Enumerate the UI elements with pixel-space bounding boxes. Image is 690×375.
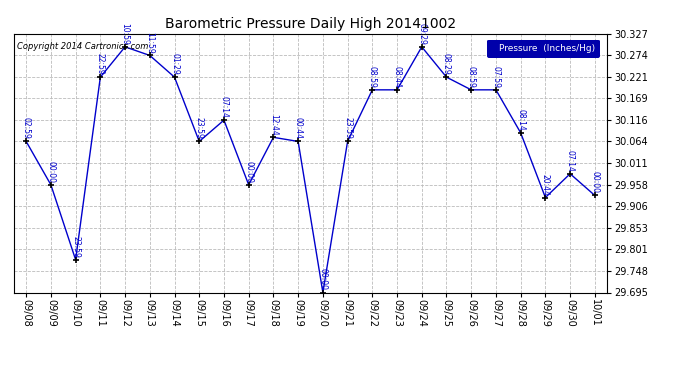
Text: 00:00: 00:00 xyxy=(591,171,600,194)
Text: 00:00: 00:00 xyxy=(318,268,327,290)
Title: Barometric Pressure Daily High 20141002: Barometric Pressure Daily High 20141002 xyxy=(165,17,456,31)
Text: 23:59: 23:59 xyxy=(343,117,352,140)
Text: 00:00: 00:00 xyxy=(46,161,55,183)
Text: 22:59: 22:59 xyxy=(96,53,105,75)
Text: 07:14: 07:14 xyxy=(219,96,228,118)
Text: 09:29: 09:29 xyxy=(417,23,426,45)
Text: 07:59: 07:59 xyxy=(491,66,500,88)
Text: 00:00: 00:00 xyxy=(244,161,253,183)
Legend: Pressure  (Inches/Hg): Pressure (Inches/Hg) xyxy=(487,39,600,58)
Text: 23:59: 23:59 xyxy=(195,117,204,140)
Text: 08:59: 08:59 xyxy=(368,66,377,88)
Text: 00:44: 00:44 xyxy=(294,117,303,140)
Text: 12:44: 12:44 xyxy=(269,114,278,135)
Text: 01:29: 01:29 xyxy=(170,53,179,75)
Text: 11:59: 11:59 xyxy=(146,32,155,53)
Text: 08:14: 08:14 xyxy=(516,109,525,131)
Text: 08:29: 08:29 xyxy=(442,53,451,75)
Text: 10:59: 10:59 xyxy=(121,23,130,45)
Text: Copyright 2014 Cartronics.com: Copyright 2014 Cartronics.com xyxy=(17,42,148,51)
Text: 08:44: 08:44 xyxy=(393,66,402,88)
Text: 20:44: 20:44 xyxy=(541,174,550,195)
Text: 08:59: 08:59 xyxy=(466,66,475,88)
Text: 23:59: 23:59 xyxy=(71,236,80,258)
Text: 07:14: 07:14 xyxy=(566,150,575,172)
Text: 02:59: 02:59 xyxy=(21,117,30,140)
